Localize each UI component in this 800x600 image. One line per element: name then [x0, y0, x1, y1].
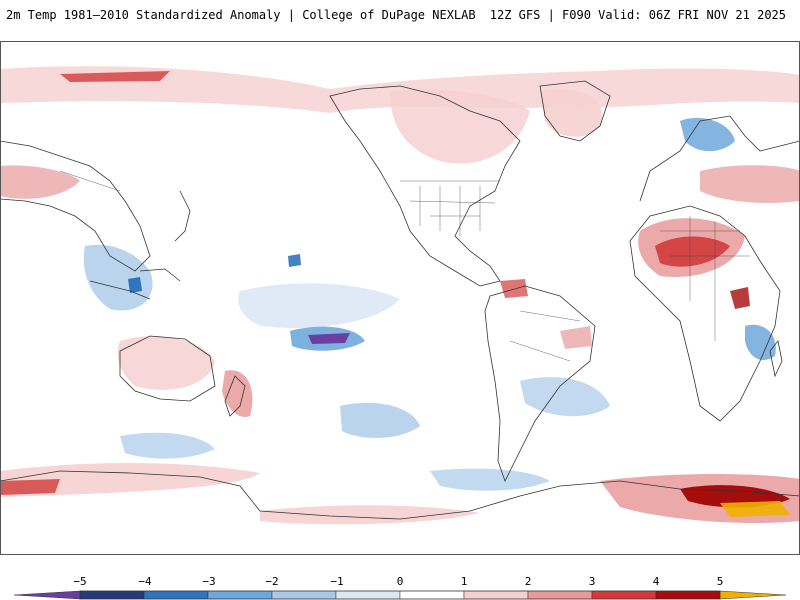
coastlines: [0, 80, 800, 520]
colorbar-bin: [655, 590, 721, 600]
colorbar-arrow-low: [13, 590, 81, 600]
colorbar-bin: [207, 590, 273, 600]
colorbar-outline: [79, 590, 721, 600]
colorbar: −5 −4 −3 −2 −1 0 1 2 3 4 5: [0, 570, 800, 600]
colorbar-arrow-high: [719, 590, 787, 600]
colorbar-label: −5: [73, 575, 87, 588]
anomaly-map[interactable]: [0, 41, 800, 555]
colorbar-bin: [591, 590, 657, 600]
anomaly-shading: [0, 66, 800, 525]
colorbar-label: 1: [460, 575, 468, 588]
header: 2m Temp 1981–2010 Standardized Anomaly |…: [0, 0, 800, 30]
colorbar-label: −2: [265, 575, 279, 588]
colorbar-bin: [527, 590, 593, 600]
colorbar-label: −3: [202, 575, 216, 588]
colorbar-svg: [13, 590, 787, 600]
map-title: 2m Temp 1981–2010 Standardized Anomaly |…: [6, 8, 476, 22]
colorbar-label: −4: [138, 575, 152, 588]
colorbar-label: 3: [588, 575, 596, 588]
colorbar-label: 2: [524, 575, 532, 588]
borders: [59, 170, 750, 362]
colorbar-label: −1: [330, 575, 344, 588]
colorbar-bin: [335, 590, 401, 600]
colorbar-bin: [463, 590, 529, 600]
colorbar-label: 0: [396, 575, 404, 588]
colorbar-bin: [399, 590, 465, 600]
run-info: 12Z GFS | F090 Valid: 06Z FRI NOV 21 202…: [489, 8, 786, 22]
colorbar-bin: [143, 590, 209, 600]
colorbar-bin: [79, 590, 145, 600]
colorbar-bin: [271, 590, 337, 600]
anomaly-map-svg: [0, 41, 800, 555]
colorbar-label: 5: [716, 575, 724, 588]
colorbar-label: 4: [652, 575, 660, 588]
